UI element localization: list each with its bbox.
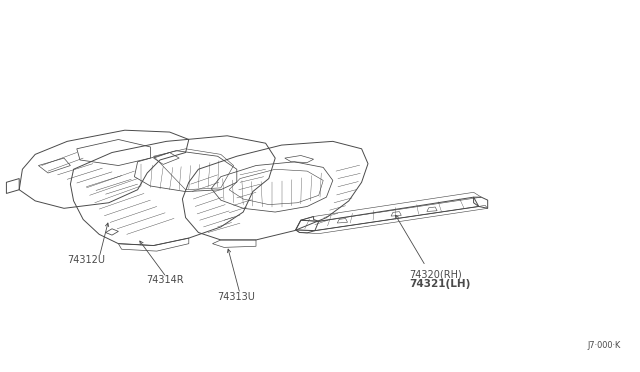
Text: 74320(RH): 74320(RH) [410,269,462,279]
Text: 74314R: 74314R [146,275,184,285]
Text: 74313U: 74313U [218,292,255,302]
Text: J7·000·K: J7·000·K [588,341,621,350]
Text: 74312U: 74312U [67,256,105,265]
Text: 74321(LH): 74321(LH) [410,279,471,289]
